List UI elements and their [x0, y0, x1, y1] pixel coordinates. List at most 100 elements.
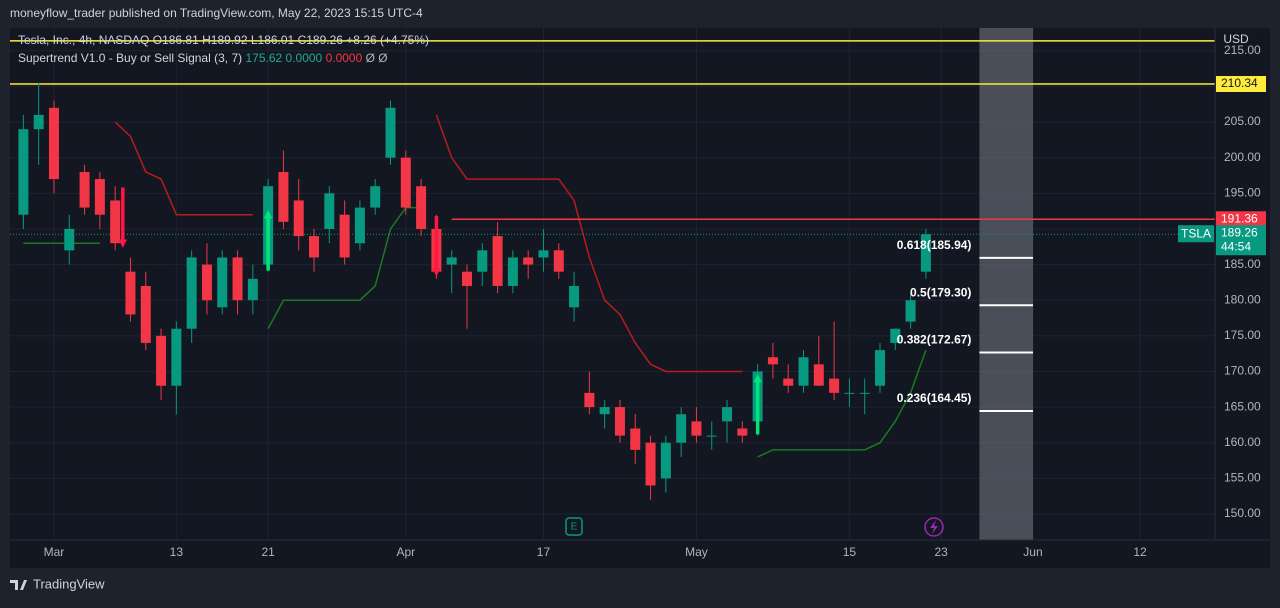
y-tick-label: 185.00: [1224, 257, 1261, 271]
x-tick-label: Apr: [396, 545, 415, 559]
y-tick-label: 155.00: [1224, 471, 1261, 485]
candle-body: [247, 278, 258, 301]
candle-body: [645, 442, 656, 486]
candle-body: [278, 171, 289, 222]
supertrend-line: [267, 206, 422, 330]
logo[interactable]: TradingView: [10, 576, 105, 591]
candle-body: [569, 285, 580, 308]
candle-body: [339, 214, 350, 258]
candle-body: [660, 442, 671, 479]
candle-body: [920, 234, 931, 272]
candle-body: [722, 407, 733, 422]
buy-signal: [263, 210, 273, 271]
supertrend-line: [114, 121, 253, 216]
candle-body: [33, 114, 44, 130]
candle-body: [64, 228, 75, 251]
footer: TradingView: [33, 576, 105, 591]
candle-body: [201, 264, 212, 301]
y-tick-label: 165.00: [1224, 399, 1261, 413]
indicator-value: 0.0000: [286, 51, 323, 65]
indicator-value: Ø: [366, 51, 375, 65]
candle-body: [676, 414, 687, 443]
candle-body: [691, 421, 702, 436]
supertrend-line: [435, 114, 743, 373]
x-tick-label: 17: [537, 545, 551, 559]
candle-body: [186, 257, 197, 329]
candle-body: [400, 157, 411, 208]
chart-panel: [10, 28, 1270, 568]
price-tag: [1216, 211, 1266, 228]
earnings-icon[interactable]: E: [565, 517, 583, 536]
y-tick-label: 180.00: [1224, 292, 1261, 306]
candle-body: [630, 428, 641, 450]
candle-body: [79, 171, 90, 208]
x-tick-label: Mar: [44, 545, 65, 559]
candle-body: [370, 186, 381, 208]
y-tick-label: 200.00: [1224, 150, 1261, 164]
price-tag-label: 189.26: [1221, 225, 1258, 239]
candle-body: [553, 250, 564, 272]
indicator-value: 175.62: [245, 51, 282, 65]
candle-body: [94, 179, 105, 215]
supertrend-line: [757, 349, 927, 458]
x-tick-label: Jun: [1023, 545, 1042, 559]
dividend-icon[interactable]: [924, 517, 944, 537]
candle-body: [110, 200, 121, 244]
candle-body: [875, 350, 886, 386]
x-tick-label: 13: [170, 545, 184, 559]
candle-body: [48, 107, 59, 180]
legend: Tesla, Inc., 4h, NASDAQ O186.81 H189.92 …: [18, 33, 429, 65]
svg-text:E: E: [571, 522, 578, 533]
indicator-value: 0.0000: [326, 51, 363, 65]
fib-label: 0.5(179.30): [910, 285, 971, 299]
candle-body: [477, 250, 488, 272]
candle-body: [171, 328, 182, 386]
price-tag: [1216, 76, 1266, 93]
y-tick-label: 195.00: [1224, 185, 1261, 199]
ohlc-value: H189.92: [202, 33, 248, 47]
candle-body: [798, 357, 809, 386]
indicator-name: Supertrend V1.0 - Buy or Sell Signal (3,…: [18, 51, 242, 65]
candle-body: [309, 236, 320, 258]
candle-body: [905, 300, 916, 322]
fib-label: 0.382(172.67): [897, 333, 972, 347]
candle-body: [140, 285, 151, 343]
price-tag-label: 191.36: [1221, 211, 1258, 225]
x-tick-label: 15: [843, 545, 857, 559]
candle-body: [706, 435, 717, 437]
legend-row: Supertrend V1.0 - Buy or Sell Signal (3,…: [18, 51, 388, 65]
y-tick-label: 150.00: [1224, 506, 1261, 520]
candle-body: [844, 392, 855, 394]
candle-body: [614, 407, 625, 436]
fib-label: 0.236(164.45): [897, 391, 972, 405]
candle-body: [446, 257, 457, 265]
candle-body: [829, 378, 840, 393]
candle-body: [125, 271, 136, 315]
candle-body: [18, 129, 29, 215]
y-tick-label: 215.00: [1224, 43, 1261, 57]
candle-body: [461, 271, 472, 286]
candle-body: [523, 257, 534, 265]
candle-body: [737, 428, 748, 436]
y-tick-label: 170.00: [1224, 364, 1261, 378]
ohlc-value: +8.26 (+4.75%): [346, 33, 429, 47]
candle-body: [156, 335, 167, 386]
countdown: 44:54: [1221, 239, 1251, 253]
candle-body: [293, 200, 304, 237]
ohlc-value: O186.81: [153, 33, 199, 47]
ohlc-value: C189.26: [298, 33, 344, 47]
x-tick-label: May: [685, 545, 708, 559]
price-tag-label: 210.34: [1221, 76, 1258, 90]
candle-body: [416, 186, 427, 229]
x-tick-label: 23: [935, 545, 949, 559]
symbol-tag-label: TSLA: [1181, 226, 1211, 240]
indicator-value: Ø: [378, 51, 387, 65]
y-tick-label: 205.00: [1224, 114, 1261, 128]
header: moneyflow_trader published on TradingVie…: [10, 6, 423, 20]
candle-body: [232, 257, 243, 301]
x-tick-label: 21: [261, 545, 275, 559]
currency: USD: [1223, 32, 1249, 46]
sell-signal: [118, 187, 128, 248]
